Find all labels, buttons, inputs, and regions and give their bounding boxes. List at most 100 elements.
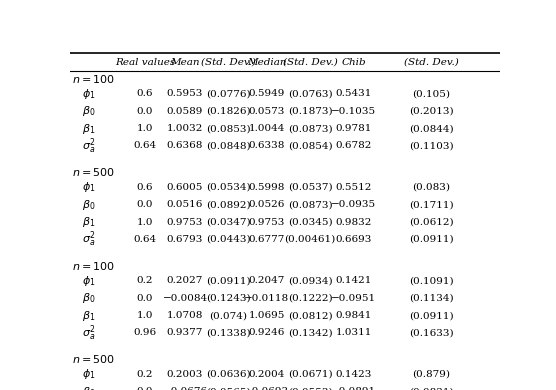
Text: $\beta_0$: $\beta_0$ — [82, 198, 96, 212]
Text: (0.0763): (0.0763) — [287, 89, 332, 98]
Text: 0.6: 0.6 — [137, 183, 153, 192]
Text: 0.2003: 0.2003 — [167, 370, 203, 379]
Text: 0.2: 0.2 — [137, 276, 153, 285]
Text: 0.9781: 0.9781 — [336, 124, 372, 133]
Text: Real values: Real values — [115, 58, 175, 67]
Text: (Std. Dev.): (Std. Dev.) — [282, 58, 337, 67]
Text: 0.64: 0.64 — [133, 142, 156, 151]
Text: $\beta_0$: $\beta_0$ — [82, 291, 96, 305]
Text: (0.105): (0.105) — [413, 89, 450, 98]
Text: 1.0: 1.0 — [137, 218, 153, 227]
Text: (0.1873): (0.1873) — [287, 106, 332, 116]
Text: 0.6: 0.6 — [137, 89, 153, 98]
Text: 0.0: 0.0 — [137, 387, 153, 390]
Text: (0.0565): (0.0565) — [206, 387, 250, 390]
Text: (0.0776): (0.0776) — [206, 89, 250, 98]
Text: (0.1826): (0.1826) — [206, 106, 250, 116]
Text: $n = 100$: $n = 100$ — [72, 73, 115, 85]
Text: 1.0695: 1.0695 — [249, 311, 285, 320]
Text: 0.64: 0.64 — [133, 235, 156, 244]
Text: 0.9246: 0.9246 — [249, 328, 285, 337]
Text: (0.1633): (0.1633) — [409, 328, 454, 337]
Text: $\beta_1$: $\beta_1$ — [82, 308, 96, 323]
Text: (0.0537): (0.0537) — [287, 183, 332, 192]
Text: $\beta_0$: $\beta_0$ — [82, 385, 96, 390]
Text: 0.0589: 0.0589 — [167, 106, 203, 116]
Text: (0.0812): (0.0812) — [287, 311, 332, 320]
Text: −0.0951: −0.0951 — [331, 294, 376, 303]
Text: −0.0891: −0.0891 — [331, 387, 376, 390]
Text: $n = 500$: $n = 500$ — [72, 167, 115, 178]
Text: (0.0911): (0.0911) — [409, 311, 454, 320]
Text: $\phi_1$: $\phi_1$ — [82, 367, 96, 381]
Text: (0.083): (0.083) — [413, 183, 450, 192]
Text: Median: Median — [247, 58, 286, 67]
Text: 0.96: 0.96 — [133, 328, 156, 337]
Text: 0.9753: 0.9753 — [249, 218, 285, 227]
Text: 0.6005: 0.6005 — [167, 183, 203, 192]
Text: 0.2047: 0.2047 — [249, 276, 285, 285]
Text: (0.00461): (0.00461) — [284, 235, 336, 244]
Text: (0.0636): (0.0636) — [206, 370, 250, 379]
Text: $\sigma_a^2$: $\sigma_a^2$ — [82, 136, 96, 156]
Text: (0.0443): (0.0443) — [206, 235, 250, 244]
Text: 1.0044: 1.0044 — [249, 124, 285, 133]
Text: 0.6793: 0.6793 — [167, 235, 203, 244]
Text: (0.0553): (0.0553) — [287, 387, 332, 390]
Text: 0.6693: 0.6693 — [336, 235, 372, 244]
Text: 0.0: 0.0 — [137, 294, 153, 303]
Text: (0.0911): (0.0911) — [409, 235, 454, 244]
Text: (0.0934): (0.0934) — [287, 276, 332, 285]
Text: 0.5953: 0.5953 — [167, 89, 203, 98]
Text: (Std. Dev.): (Std. Dev.) — [404, 58, 459, 67]
Text: (0.0831): (0.0831) — [409, 387, 454, 390]
Text: (0.1134): (0.1134) — [409, 294, 454, 303]
Text: (0.1342): (0.1342) — [287, 328, 332, 337]
Text: (0.879): (0.879) — [413, 370, 450, 379]
Text: (0.1711): (0.1711) — [409, 200, 454, 209]
Text: (0.0671): (0.0671) — [287, 370, 332, 379]
Text: 0.0573: 0.0573 — [249, 106, 285, 116]
Text: 0.1421: 0.1421 — [336, 276, 372, 285]
Text: (0.0345): (0.0345) — [287, 218, 332, 227]
Text: 1.0311: 1.0311 — [336, 328, 372, 337]
Text: 0.5431: 0.5431 — [336, 89, 372, 98]
Text: $\phi_1$: $\phi_1$ — [82, 180, 96, 194]
Text: Chib: Chib — [341, 58, 366, 67]
Text: (Std. Dev.): (Std. Dev.) — [201, 58, 255, 67]
Text: 0.1423: 0.1423 — [336, 370, 372, 379]
Text: 0.0526: 0.0526 — [249, 200, 285, 209]
Text: 0.2027: 0.2027 — [167, 276, 203, 285]
Text: $\phi_1$: $\phi_1$ — [82, 87, 96, 101]
Text: $\sigma_a^2$: $\sigma_a^2$ — [82, 323, 96, 343]
Text: −0.0676: −0.0676 — [162, 387, 207, 390]
Text: $\sigma_a^2$: $\sigma_a^2$ — [82, 230, 96, 249]
Text: (0.0892): (0.0892) — [206, 200, 250, 209]
Text: (0.0911): (0.0911) — [206, 276, 250, 285]
Text: 0.6368: 0.6368 — [167, 142, 203, 151]
Text: 1.0: 1.0 — [137, 124, 153, 133]
Text: 0.0: 0.0 — [137, 106, 153, 116]
Text: (0.074): (0.074) — [209, 311, 247, 320]
Text: 1.0708: 1.0708 — [167, 311, 203, 320]
Text: (0.1338): (0.1338) — [206, 328, 250, 337]
Text: $\beta_1$: $\beta_1$ — [82, 215, 96, 229]
Text: Mean: Mean — [170, 58, 200, 67]
Text: −0.0935: −0.0935 — [331, 200, 376, 209]
Text: $n = 500$: $n = 500$ — [72, 353, 115, 365]
Text: 1.0032: 1.0032 — [167, 124, 203, 133]
Text: (0.1091): (0.1091) — [409, 276, 454, 285]
Text: $n = 100$: $n = 100$ — [72, 260, 115, 272]
Text: 0.6338: 0.6338 — [249, 142, 285, 151]
Text: (0.0844): (0.0844) — [409, 124, 454, 133]
Text: 0.9377: 0.9377 — [167, 328, 203, 337]
Text: (0.0854): (0.0854) — [287, 142, 332, 151]
Text: (0.0848): (0.0848) — [206, 142, 250, 151]
Text: 0.9753: 0.9753 — [167, 218, 203, 227]
Text: 1.0: 1.0 — [137, 311, 153, 320]
Text: (0.0612): (0.0612) — [409, 218, 454, 227]
Text: −0.1035: −0.1035 — [331, 106, 376, 116]
Text: (0.1243): (0.1243) — [206, 294, 250, 303]
Text: 0.5998: 0.5998 — [249, 183, 285, 192]
Text: (0.0873): (0.0873) — [287, 124, 332, 133]
